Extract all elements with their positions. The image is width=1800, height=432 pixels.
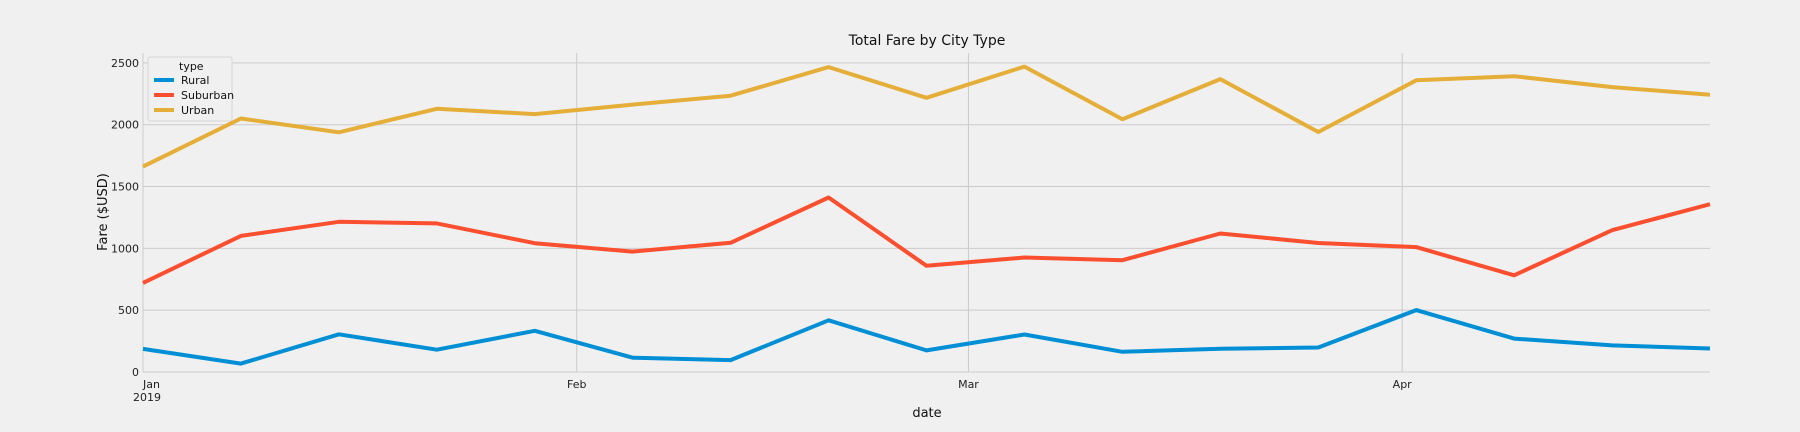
legend-label-urban: Urban	[181, 104, 214, 117]
chart-title: Total Fare by City Type	[848, 33, 1006, 49]
legend-label-rural: Rural	[181, 74, 209, 87]
x-axis-label: date	[912, 406, 941, 421]
y-axis-label: Fare ($USD)	[96, 173, 111, 251]
x-tick-label: Apr	[1393, 378, 1413, 391]
y-tick-label: 0	[132, 366, 139, 379]
x-tick-sublabel: 2019	[133, 391, 161, 404]
series-line-suburban	[142, 195, 1711, 285]
legend-label-suburban: Suburban	[181, 89, 234, 102]
legend: type Rural Suburban Urban	[147, 56, 234, 122]
y-tick-label: 2000	[111, 119, 139, 132]
x-tick-label: Feb	[567, 378, 586, 391]
series-line-urban	[142, 64, 1711, 169]
series-lines	[142, 64, 1711, 366]
y-tick-label: 500	[118, 304, 139, 317]
y-tick-label: 1000	[111, 242, 139, 255]
legend-box	[147, 56, 233, 122]
y-tick-label: 1500	[111, 181, 139, 194]
x-tick-label: Jan	[142, 378, 160, 391]
x-tick-label: Mar	[958, 378, 979, 391]
y-tick-label: 2500	[111, 57, 139, 70]
grid-lines	[142, 53, 1710, 373]
legend-title: type	[179, 60, 204, 73]
series-line-rural	[142, 308, 1711, 366]
y-tick-labels: 0 500 1000 1500 2000 2500	[111, 57, 139, 379]
